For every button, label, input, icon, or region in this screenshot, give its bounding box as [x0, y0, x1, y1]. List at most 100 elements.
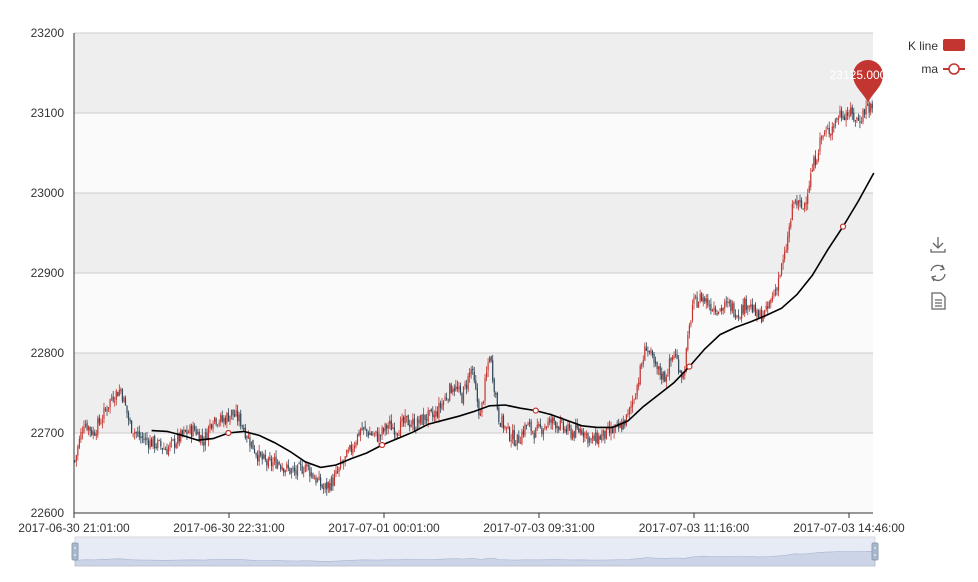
- candle: [639, 363, 641, 386]
- candle: [848, 109, 850, 120]
- candle: [292, 465, 294, 473]
- candle: [353, 441, 356, 453]
- zoom-handle-right[interactable]: [871, 542, 879, 561]
- candle: [631, 395, 634, 413]
- candle: [126, 405, 128, 419]
- candle: [771, 291, 773, 303]
- candle: [504, 425, 506, 431]
- candle: [224, 415, 226, 426]
- candle: [790, 218, 792, 230]
- candle: [336, 466, 339, 474]
- data-zoom-slider[interactable]: [71, 536, 879, 567]
- candle: [272, 456, 274, 472]
- candle: [528, 418, 531, 428]
- candle: [213, 416, 216, 425]
- candle: [787, 231, 789, 254]
- candle: [548, 416, 551, 426]
- candle: [310, 467, 312, 479]
- candle: [802, 208, 804, 210]
- legend-item-ma[interactable]: ma: [921, 62, 965, 76]
- candle: [283, 467, 285, 477]
- candle: [845, 109, 847, 127]
- candle: [830, 133, 832, 141]
- candle: [190, 423, 193, 444]
- zoom-handle-left[interactable]: [71, 542, 79, 561]
- candle: [419, 414, 422, 426]
- candle: [201, 428, 203, 446]
- candle: [358, 429, 360, 437]
- y-tick-label: 22600: [31, 506, 65, 520]
- candle: [429, 409, 431, 416]
- candle: [807, 188, 809, 210]
- x-tick-label: 2017-07-03 09:31:00: [483, 521, 595, 535]
- candle: [223, 415, 225, 428]
- candle: [836, 117, 838, 123]
- candle: [421, 414, 423, 426]
- candle: [796, 194, 798, 209]
- candle: [226, 411, 228, 429]
- candle: [307, 463, 309, 471]
- legend-item-kline[interactable]: K line: [908, 39, 965, 53]
- candle: [727, 297, 729, 308]
- candle: [129, 417, 131, 425]
- candle: [587, 432, 589, 448]
- candle: [533, 430, 535, 444]
- candle: [721, 304, 723, 315]
- candle: [825, 126, 827, 137]
- candle: [536, 418, 538, 431]
- candle: [160, 438, 162, 450]
- candle: [804, 202, 806, 213]
- candle: [627, 409, 629, 418]
- candle: [316, 477, 319, 483]
- candle: [212, 420, 214, 433]
- candle: [731, 300, 734, 314]
- candle: [573, 430, 575, 442]
- candle: [83, 420, 85, 434]
- background-bands: [74, 33, 873, 513]
- candle: [155, 443, 157, 450]
- x-axis: 2017-06-30 21:01:00 2017-06-30 22:31:00 20…: [18, 512, 905, 535]
- candle: [647, 346, 649, 357]
- candle: [306, 462, 308, 472]
- save-as-image-icon[interactable]: [928, 235, 946, 253]
- candle: [509, 426, 511, 442]
- candle: [707, 293, 709, 308]
- candle: [335, 465, 337, 478]
- candle: [785, 243, 787, 253]
- candle: [673, 351, 675, 360]
- candle: [717, 311, 720, 315]
- candle: [281, 462, 283, 472]
- candle: [456, 380, 458, 392]
- candle: [315, 474, 317, 486]
- candle: [349, 444, 351, 452]
- restore-icon[interactable]: [928, 264, 946, 282]
- candle: [150, 437, 153, 447]
- candle: [519, 436, 521, 444]
- data-view-icon[interactable]: [931, 292, 946, 310]
- candle: [163, 442, 165, 450]
- candle: [123, 395, 125, 403]
- candle: [243, 424, 245, 431]
- candle: [117, 391, 119, 397]
- candle: [856, 116, 858, 123]
- candle: [409, 419, 411, 432]
- candle: [372, 431, 374, 436]
- candle: [741, 303, 743, 323]
- candle: [470, 366, 472, 379]
- ma-point: [839, 223, 847, 230]
- candle: [539, 418, 541, 429]
- candle: [118, 384, 120, 397]
- candle: [131, 420, 133, 434]
- candle: [370, 431, 372, 436]
- candle: [530, 418, 532, 436]
- candle: [158, 439, 160, 442]
- candle: [693, 293, 695, 310]
- candle: [595, 426, 597, 446]
- candle: [359, 427, 362, 442]
- candle: [398, 430, 400, 436]
- grid-band: [74, 353, 873, 433]
- candle: [375, 430, 377, 437]
- candle: [381, 425, 383, 441]
- candle: [270, 455, 273, 472]
